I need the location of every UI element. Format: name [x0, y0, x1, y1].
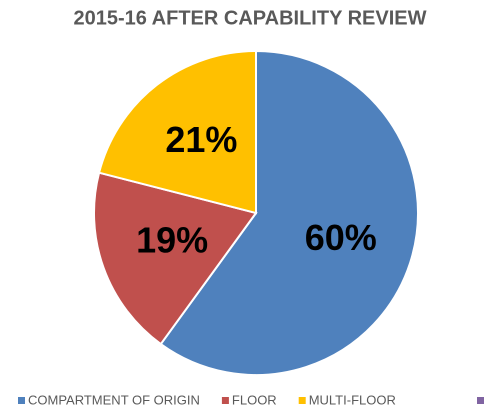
pie-slice	[93, 171, 258, 346]
legend-swatch-cut	[477, 397, 484, 404]
pie-slice	[159, 49, 419, 376]
data-label: 21%	[165, 119, 237, 160]
legend-label: MULTI-FLOOR	[309, 392, 396, 407]
legend-swatch	[298, 397, 306, 404]
legend-label: FLOOR	[232, 392, 277, 407]
legend-swatch	[221, 397, 229, 404]
chart-title: 2015-16 AFTER CAPABILITY REVIEW	[73, 7, 426, 29]
legend-label: COMPARTMENT OF ORIGIN	[28, 392, 200, 407]
data-label: 19%	[136, 220, 208, 261]
data-label: 60%	[305, 217, 377, 258]
pie-slice	[97, 49, 257, 215]
legend-swatch	[18, 397, 25, 404]
